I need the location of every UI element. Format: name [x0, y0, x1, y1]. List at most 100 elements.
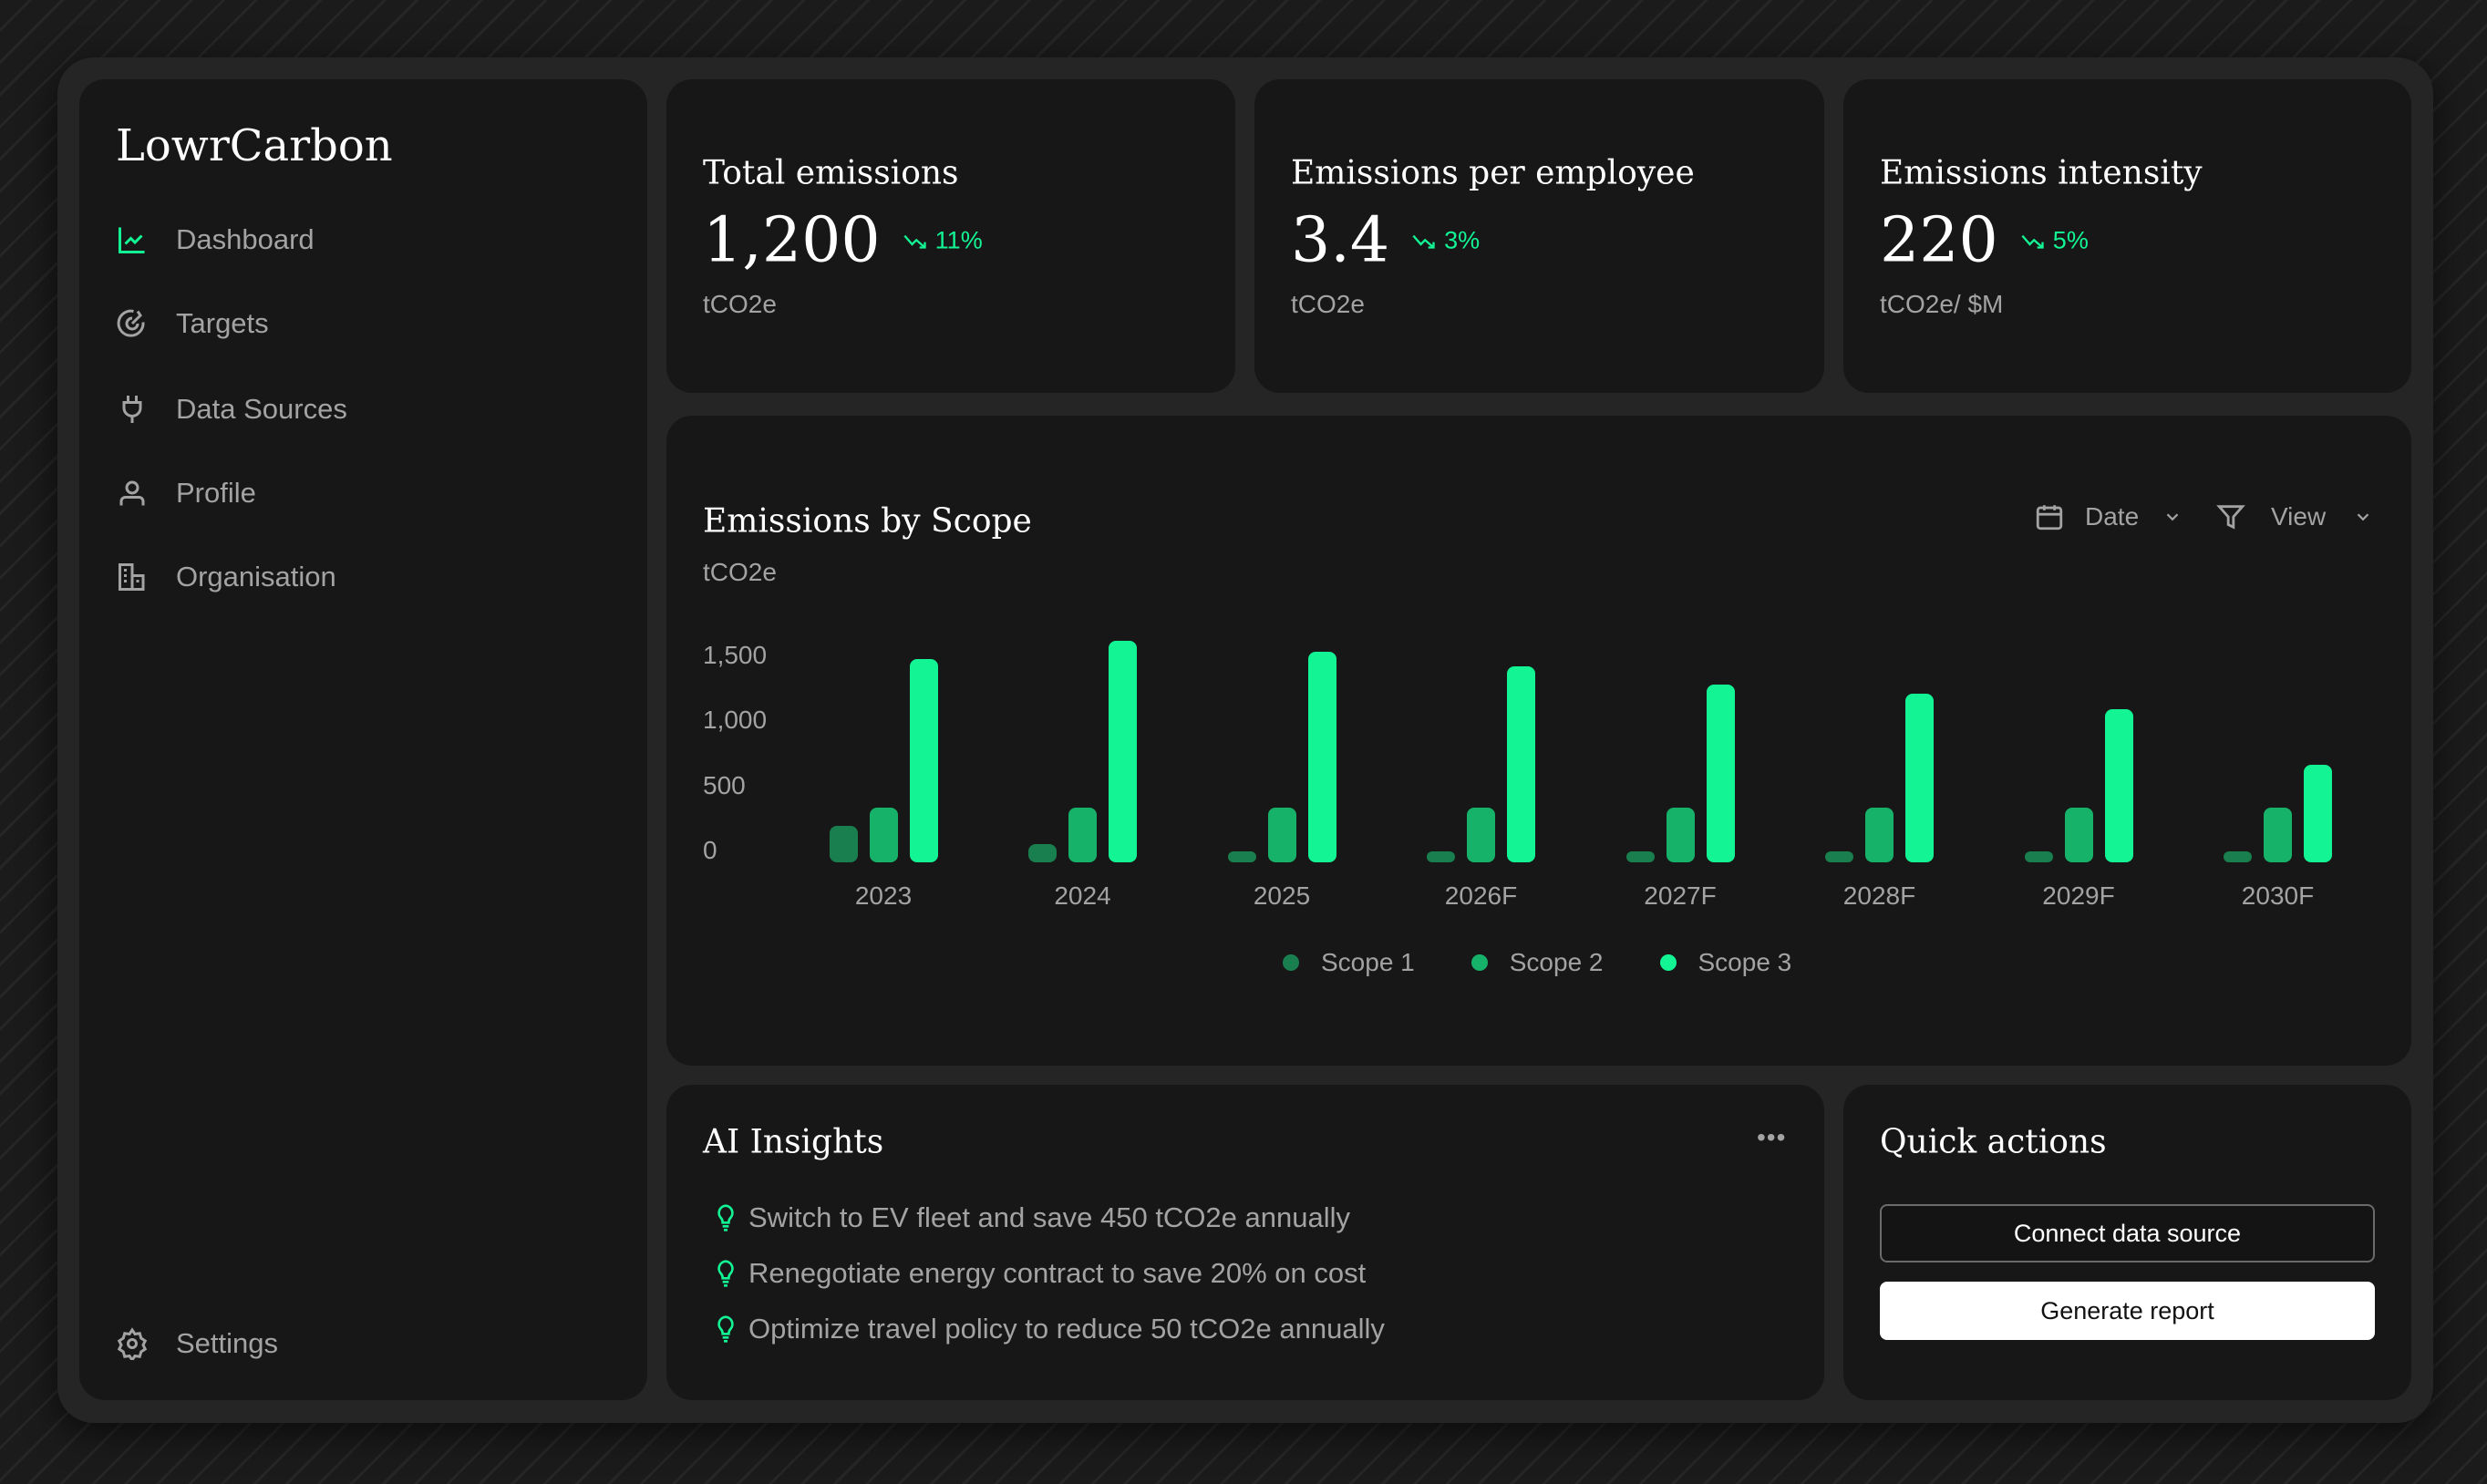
- bar-scope-2-2028f[interactable]: [1865, 808, 1894, 862]
- y-tick-label: 0: [703, 836, 717, 864]
- bar-scope-2-2023[interactable]: [869, 808, 898, 862]
- lightbulb-icon: [717, 1260, 734, 1287]
- legend-dot: [1283, 954, 1299, 971]
- kpi-value-row: 3.4 3%: [1291, 205, 1480, 277]
- bar-scope-1-2027f[interactable]: [1625, 851, 1655, 862]
- legend-item[interactable]: Scope 2: [1471, 948, 1604, 977]
- kpi-title: Total emissions: [703, 154, 959, 192]
- kpi-card-emissions-per-employee: Emissions per employee 3.4 3% tCO2e: [1254, 79, 1824, 393]
- kpi-unit: tCO2e: [1291, 290, 1365, 318]
- y-tick-label: 500: [703, 770, 746, 799]
- y-tick-label: 1,000: [703, 706, 768, 735]
- insight-item[interactable]: Renegotiate energy contract to save 20% …: [716, 1257, 1366, 1290]
- legend-dot: [1471, 954, 1488, 971]
- plug-icon: [122, 396, 142, 423]
- quick-actions-card: Quick actions Connect data source Genera…: [1843, 1085, 2411, 1400]
- x-tick-label: 2026F: [1444, 881, 1518, 910]
- bar-scope-3-2026f[interactable]: [1507, 665, 1535, 862]
- bar-scope-3-2029f[interactable]: [2104, 709, 2133, 862]
- sidebar-item-label: Data Sources: [176, 393, 347, 425]
- bar-scope-1-2030f[interactable]: [2224, 851, 2252, 862]
- x-tick-label: 2030F: [2241, 881, 2315, 910]
- bar-scope-2-2025[interactable]: [1267, 808, 1296, 862]
- connect-data-source-button[interactable]: Connect data source: [1880, 1204, 2375, 1262]
- x-tick-label: 2025: [1253, 881, 1311, 910]
- ai-insights-card: AI Insights ••• Switch to EV fleet and s…: [666, 1085, 1824, 1400]
- bar-scope-3-2023[interactable]: [909, 659, 938, 862]
- quick-actions-title: Quick actions: [1880, 1123, 2107, 1161]
- lightbulb-icon: [717, 1315, 734, 1343]
- kpi-delta: 5%: [2020, 227, 2089, 255]
- bar-scope-1-2023[interactable]: [829, 826, 858, 862]
- bar-scope-2-2030f[interactable]: [2264, 808, 2292, 862]
- y-tick-label: 1,500: [703, 641, 768, 669]
- sidebar-item-profile[interactable]: Profile: [116, 470, 256, 516]
- legend-item[interactable]: Scope 3: [1659, 948, 1791, 977]
- target-icon: [117, 309, 145, 337]
- sidebar-item-label: Organisation: [176, 561, 336, 593]
- x-tick-label: 2029F: [2042, 881, 2115, 910]
- bar-scope-3-2024[interactable]: [1109, 641, 1137, 862]
- sidebar-item-organisation[interactable]: Organisation: [116, 554, 336, 600]
- bar-scope-2-2026f[interactable]: [1467, 808, 1495, 862]
- x-tick-label: 2023: [854, 881, 913, 910]
- sidebar-item-settings[interactable]: Settings: [116, 1321, 278, 1366]
- insights-title: AI Insights: [703, 1123, 884, 1161]
- bar-scope-1-2029f[interactable]: [2024, 851, 2053, 862]
- sidebar-item-data-sources[interactable]: Data Sources: [116, 386, 347, 432]
- bar-scope-3-2028f[interactable]: [1905, 693, 1934, 862]
- x-tick-label: 2027F: [1644, 881, 1717, 910]
- bar-scope-3-2027f[interactable]: [1706, 684, 1735, 862]
- brand-logo: LowrCarbon: [116, 120, 393, 171]
- kpi-value: 3.4: [1291, 204, 1390, 277]
- kpi-value: 220: [1880, 204, 1998, 277]
- bar-scope-1-2025[interactable]: [1227, 851, 1256, 862]
- bar-scope-1-2026f[interactable]: [1427, 851, 1455, 862]
- chart-title: Emissions by Scope: [703, 502, 1032, 541]
- kpi-title: Emissions intensity: [1880, 154, 2203, 192]
- kpi-card-emissions-intensity: Emissions intensity 220 5% tCO2e/ $M: [1843, 79, 2411, 393]
- sidebar-item-label: Profile: [176, 477, 256, 509]
- filter-icon: [2216, 505, 2245, 530]
- sidebar-item-dashboard[interactable]: Dashboard: [116, 217, 315, 263]
- kpi-card-total-emissions: Total emissions 1,200 11% tCO2e: [666, 79, 1235, 393]
- gear-icon: [117, 1327, 148, 1360]
- chevron-down-icon: [2357, 513, 2369, 521]
- date-label: Date: [2085, 502, 2140, 531]
- bar-scope-2-2029f[interactable]: [2064, 808, 2093, 862]
- calendar-icon: [2036, 505, 2063, 531]
- kpi-delta: 3%: [1411, 227, 1480, 255]
- insight-item[interactable]: Switch to EV fleet and save 450 tCO2e an…: [716, 1201, 1350, 1234]
- kpi-title: Emissions per employee: [1291, 154, 1695, 192]
- line-chart-icon: [119, 227, 145, 253]
- bar-scope-3-2030f[interactable]: [2304, 765, 2332, 862]
- trending-down-icon: [903, 234, 926, 249]
- bar-scope-2-2027f[interactable]: [1666, 808, 1695, 862]
- kpi-delta: 11%: [903, 227, 983, 255]
- legend-item[interactable]: Scope 1: [1283, 948, 1415, 977]
- more-options-icon[interactable]: •••: [1757, 1123, 1787, 1151]
- lightbulb-icon: [717, 1204, 734, 1232]
- generate-report-button[interactable]: Generate report: [1880, 1282, 2375, 1340]
- bar-scope-1-2028f[interactable]: [1825, 851, 1853, 862]
- kpi-unit: tCO2e: [703, 290, 777, 318]
- chart-unit: tCO2e: [703, 558, 777, 586]
- bar-scope-3-2025[interactable]: [1307, 651, 1336, 862]
- sidebar-item-targets[interactable]: Targets: [116, 301, 269, 346]
- kpi-value-row: 1,200 11%: [703, 205, 983, 277]
- emissions-by-scope-card: Emissions by Scope tCO2e Date View 0 500 1…: [666, 416, 2411, 1066]
- bar-scope-2-2024[interactable]: [1068, 808, 1097, 862]
- legend-label: Scope 2: [1509, 948, 1604, 976]
- sidebar-item-label: Targets: [176, 307, 269, 339]
- insight-item[interactable]: Optimize travel policy to reduce 50 tCO2…: [716, 1313, 1385, 1345]
- view-filter-dropdown[interactable]: View: [2214, 501, 2373, 532]
- x-tick-label: 2028F: [1842, 881, 1916, 910]
- sidebar: LowrCarbon Dashboard Targets Data Source…: [79, 79, 647, 1400]
- bar-scope-1-2024[interactable]: [1028, 844, 1057, 862]
- chart-legend: Scope 1 Scope 2 Scope 3: [1283, 948, 1791, 977]
- kpi-value: 1,200: [703, 204, 881, 277]
- building-icon: [119, 563, 145, 591]
- chevron-down-icon: [2166, 513, 2179, 521]
- date-filter-dropdown[interactable]: Date: [2034, 501, 2183, 532]
- legend-dot: [1659, 954, 1677, 971]
